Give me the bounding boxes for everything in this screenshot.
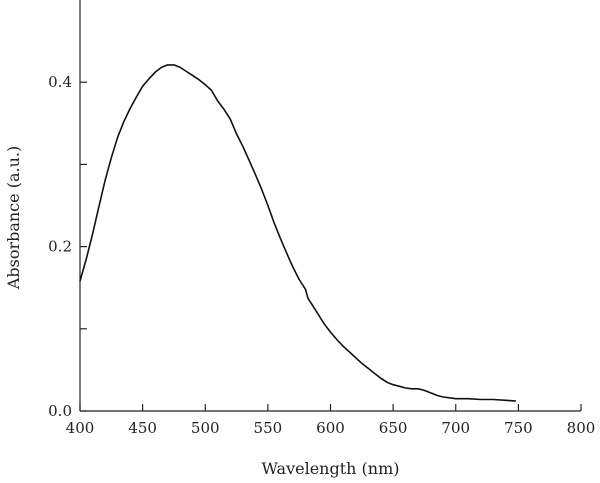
x-axis-title: Wavelength (nm): [261, 459, 399, 478]
y-tick-label: 0.2: [48, 238, 72, 256]
y-tick-label: 0.0: [48, 402, 72, 420]
tick-labels: 400 450 500 550 600 650 700 750 800 0.0 0.2 0.4: [48, 73, 595, 437]
y-tick-label: 0.4: [48, 73, 72, 91]
x-tick-label: 450: [128, 419, 157, 437]
x-tick-label: 600: [316, 419, 345, 437]
x-tick-label: 650: [379, 419, 408, 437]
x-tick-label: 550: [254, 419, 283, 437]
x-tick-label: 700: [441, 419, 470, 437]
absorbance-curve: [79, 64, 516, 402]
x-tick-label: 500: [191, 419, 220, 437]
x-tick-label: 750: [504, 419, 533, 437]
x-tick-label: 400: [66, 419, 95, 437]
axes: [79, 0, 581, 412]
ticks: [79, 81, 582, 412]
x-tick-label: 800: [567, 419, 596, 437]
y-axis-title: Absorbance (a.u.): [4, 146, 23, 290]
